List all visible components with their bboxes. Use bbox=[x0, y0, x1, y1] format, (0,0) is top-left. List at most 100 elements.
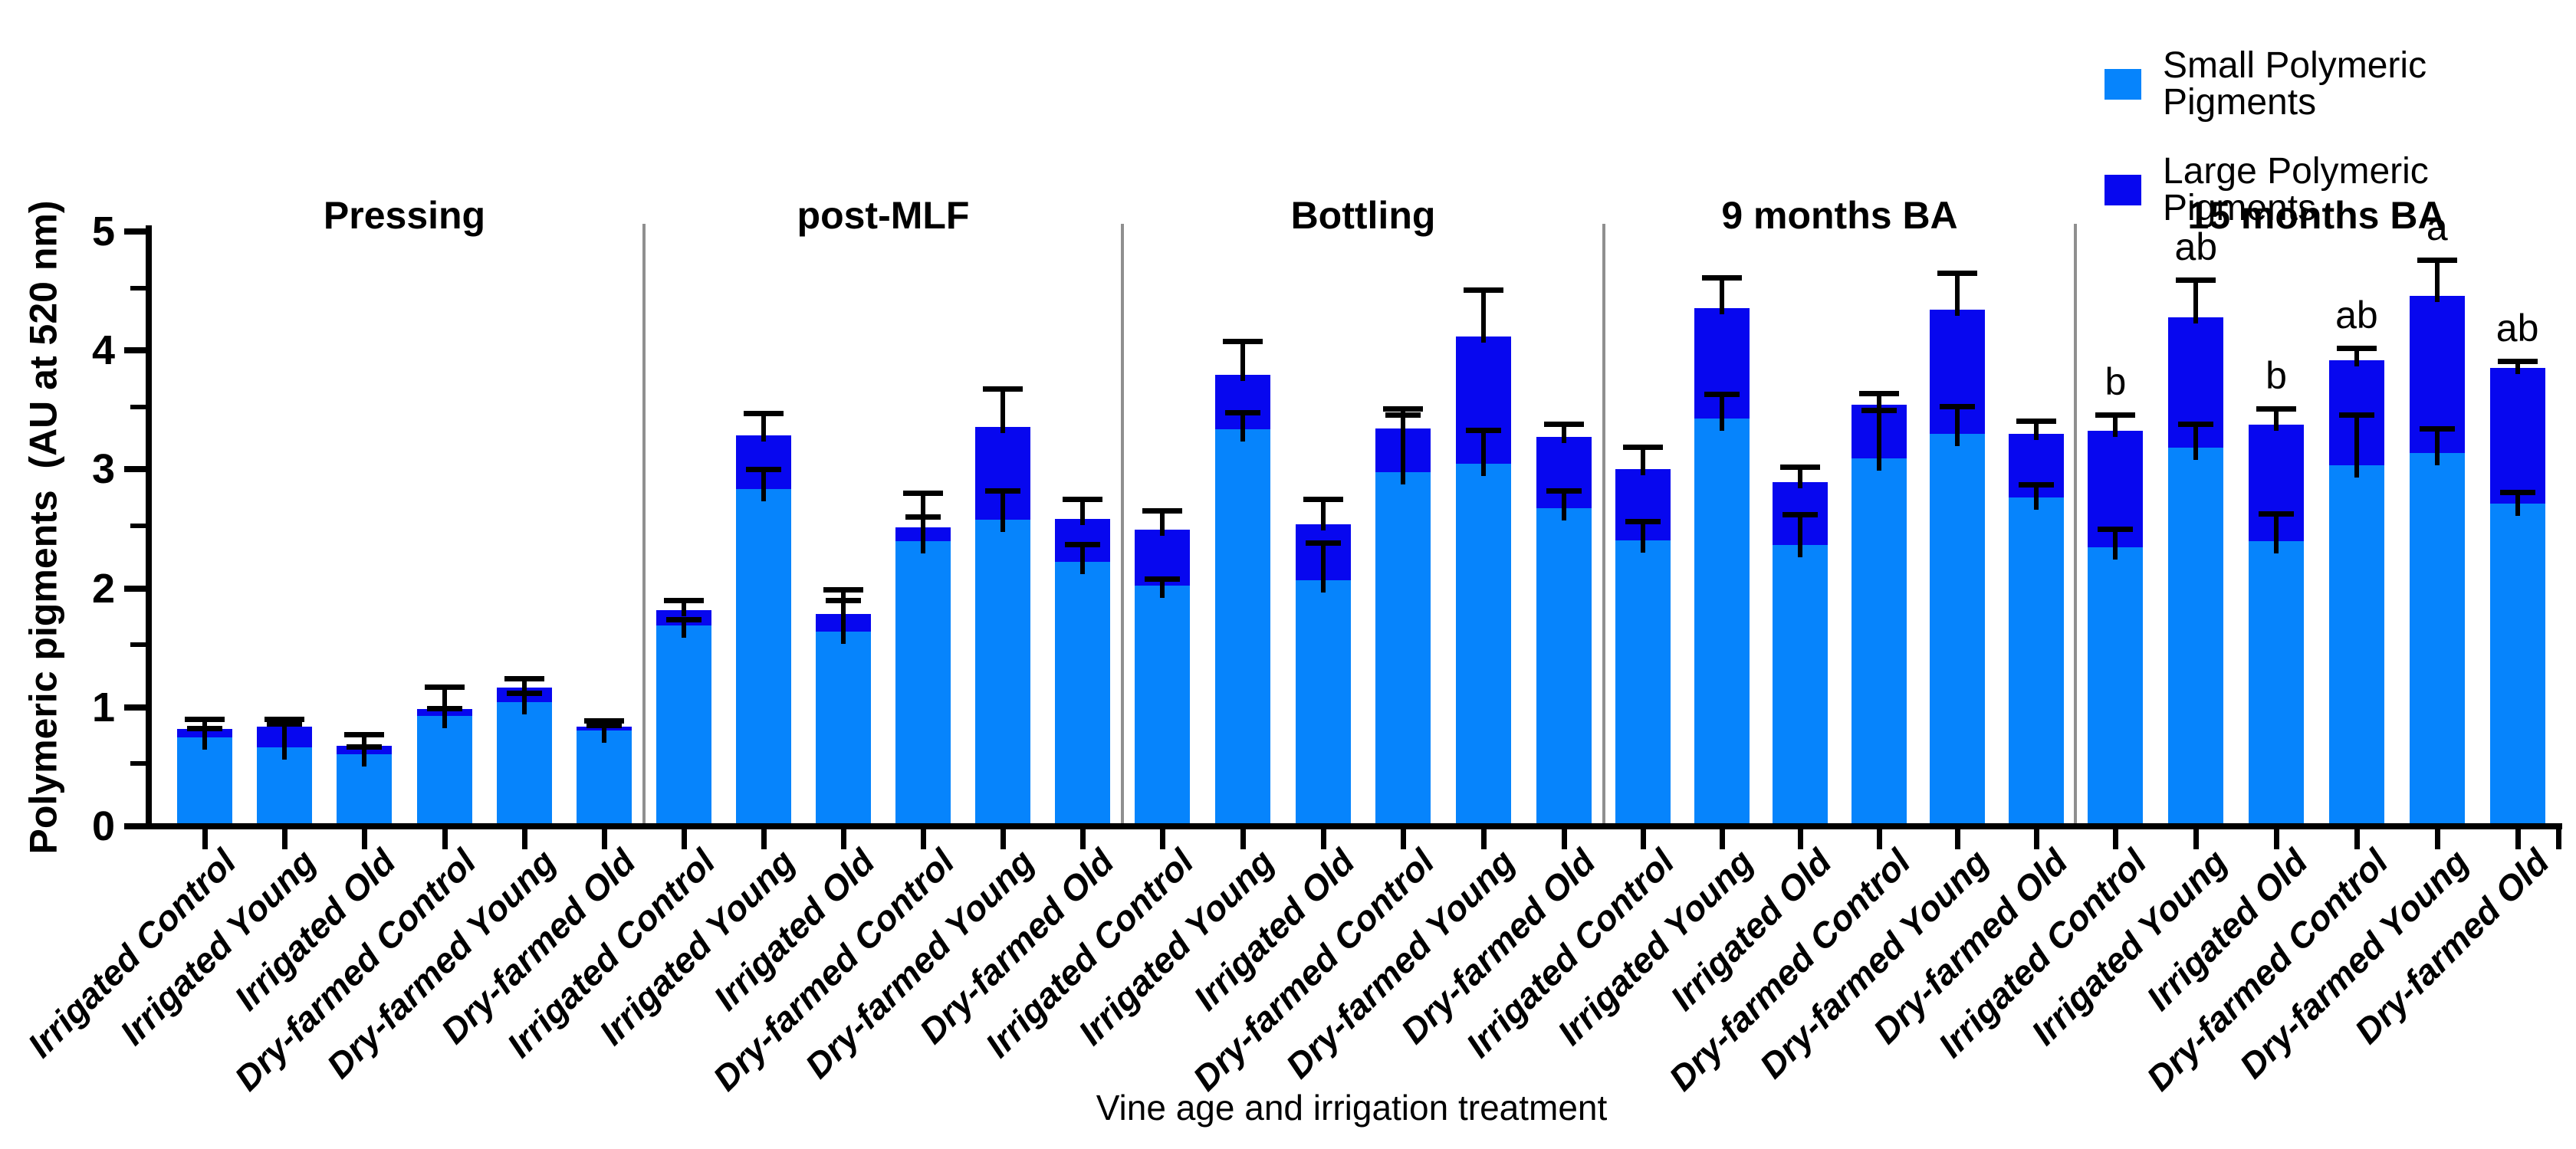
error-bar-small-stem bbox=[1320, 544, 1326, 593]
x-tick bbox=[601, 829, 607, 849]
error-bar-small-cap bbox=[666, 616, 702, 622]
x-tick bbox=[761, 829, 767, 849]
x-tick bbox=[1561, 829, 1567, 849]
error-bar-small-stem bbox=[1481, 431, 1486, 477]
error-bar-small-stem bbox=[1401, 415, 1406, 485]
error-bar-total-stem bbox=[362, 736, 367, 753]
significance-letter: b bbox=[2104, 359, 2127, 403]
error-bar-total-stem bbox=[1080, 500, 1085, 525]
y-minor-tick bbox=[130, 642, 146, 648]
error-bar-small-cap bbox=[2178, 422, 2214, 428]
error-bar-small-stem bbox=[2113, 530, 2118, 560]
y-tick-label: 0 bbox=[91, 803, 115, 849]
y-tick-label: 4 bbox=[91, 327, 115, 374]
y-major-tick bbox=[124, 228, 146, 235]
bar-small-segment bbox=[177, 737, 233, 823]
x-tick bbox=[1719, 829, 1725, 849]
bar-small-segment bbox=[416, 716, 472, 823]
x-tick bbox=[1955, 829, 1961, 849]
error-bar-small-cap bbox=[2499, 489, 2535, 495]
error-bar-total-cap bbox=[1223, 338, 1263, 344]
error-bar-total-cap bbox=[2497, 358, 2538, 364]
group-title: 9 months BA bbox=[1721, 194, 1958, 237]
x-tick bbox=[2033, 829, 2039, 849]
error-bar-small-cap bbox=[1783, 512, 1819, 518]
bar-small-segment bbox=[895, 541, 951, 823]
x-tick bbox=[2274, 829, 2280, 849]
x-tick bbox=[1240, 829, 1246, 849]
error-bar-total-stem bbox=[2274, 410, 2279, 432]
error-bar-total-cap bbox=[1623, 444, 1664, 450]
error-bar-small-cap bbox=[2098, 526, 2134, 532]
y-minor-tick bbox=[130, 761, 146, 767]
error-bar-total-stem bbox=[2434, 261, 2440, 303]
error-bar-total-cap bbox=[1780, 465, 1821, 471]
y-major-tick bbox=[124, 585, 146, 592]
bar-small-segment bbox=[2168, 447, 2224, 823]
x-axis-line bbox=[146, 823, 2562, 829]
bar-small-segment bbox=[1615, 540, 1671, 823]
error-bar-small-cap bbox=[1145, 576, 1181, 582]
x-tick bbox=[1401, 829, 1407, 849]
error-bar-small-stem bbox=[682, 620, 686, 639]
error-bar-total-stem bbox=[1001, 389, 1005, 434]
bar-small-segment bbox=[1375, 472, 1431, 823]
error-bar-total-stem bbox=[761, 415, 766, 442]
error-bar-small-cap bbox=[1625, 519, 1661, 525]
error-bar-total-cap bbox=[664, 597, 704, 603]
x-tick bbox=[2354, 829, 2360, 849]
error-bar-small-stem bbox=[1240, 413, 1245, 442]
x-axis-end-tick bbox=[2556, 829, 2561, 849]
legend: Small Polymeric Pigments Large Polymeric… bbox=[2104, 48, 2576, 259]
error-bar-total-stem bbox=[1719, 279, 1724, 314]
group-separator bbox=[1602, 224, 1605, 823]
error-bar-total-cap bbox=[1383, 406, 1424, 412]
bar-small-segment bbox=[576, 730, 632, 823]
legend-label: Small Polymeric Pigments bbox=[2163, 45, 2427, 123]
group-title: Bottling bbox=[1290, 194, 1436, 237]
bar-small-segment bbox=[1851, 458, 1907, 823]
bar-small-segment bbox=[1773, 544, 1829, 823]
bar-small-segment bbox=[975, 520, 1030, 823]
bar-small-segment bbox=[2249, 541, 2305, 823]
error-bar-small-stem bbox=[1955, 407, 1960, 447]
error-bar-total-stem bbox=[1955, 274, 1960, 316]
bar-small-segment bbox=[1055, 561, 1110, 823]
significance-letter: b bbox=[2266, 354, 2287, 397]
error-bar-small-stem bbox=[521, 694, 527, 714]
x-tick bbox=[362, 829, 368, 849]
error-bar-small-cap bbox=[746, 467, 781, 473]
significance-letter: ab bbox=[2174, 225, 2218, 269]
x-tick bbox=[1320, 829, 1326, 849]
significance-letter: a bbox=[2426, 205, 2448, 248]
error-bar-total-stem bbox=[1401, 410, 1406, 435]
x-tick bbox=[282, 829, 288, 849]
legend-label: Large Polymeric Pigments bbox=[2163, 151, 2429, 228]
error-bar-total-cap bbox=[1701, 275, 1742, 281]
y-minor-tick bbox=[130, 285, 146, 291]
y-major-tick bbox=[124, 704, 146, 711]
y-minor-tick bbox=[130, 404, 146, 409]
bar-small-segment bbox=[736, 488, 791, 823]
bar-small-segment bbox=[1694, 419, 1750, 823]
error-bar-small-stem bbox=[2354, 415, 2359, 478]
error-bar-total-cap bbox=[1303, 496, 1343, 502]
error-bar-total-stem bbox=[1641, 448, 1646, 475]
error-bar-total-cap bbox=[744, 411, 784, 417]
error-bar-total-stem bbox=[601, 721, 606, 734]
error-bar-total-stem bbox=[2354, 349, 2359, 367]
error-bar-total-cap bbox=[344, 732, 385, 738]
error-bar-total-stem bbox=[202, 721, 208, 736]
group-title: Pressing bbox=[323, 194, 486, 237]
error-bar-small-cap bbox=[2018, 482, 2054, 488]
bar-small-segment bbox=[816, 632, 871, 823]
error-bar-total-stem bbox=[282, 721, 288, 734]
error-bar-small-stem bbox=[1641, 523, 1646, 553]
bar-large-segment bbox=[2489, 367, 2545, 504]
y-tick-label: 5 bbox=[91, 208, 115, 254]
x-tick bbox=[202, 829, 209, 849]
error-bar-total-stem bbox=[1320, 500, 1326, 531]
error-bar-total-cap bbox=[1063, 496, 1102, 502]
x-tick bbox=[1876, 829, 1882, 849]
